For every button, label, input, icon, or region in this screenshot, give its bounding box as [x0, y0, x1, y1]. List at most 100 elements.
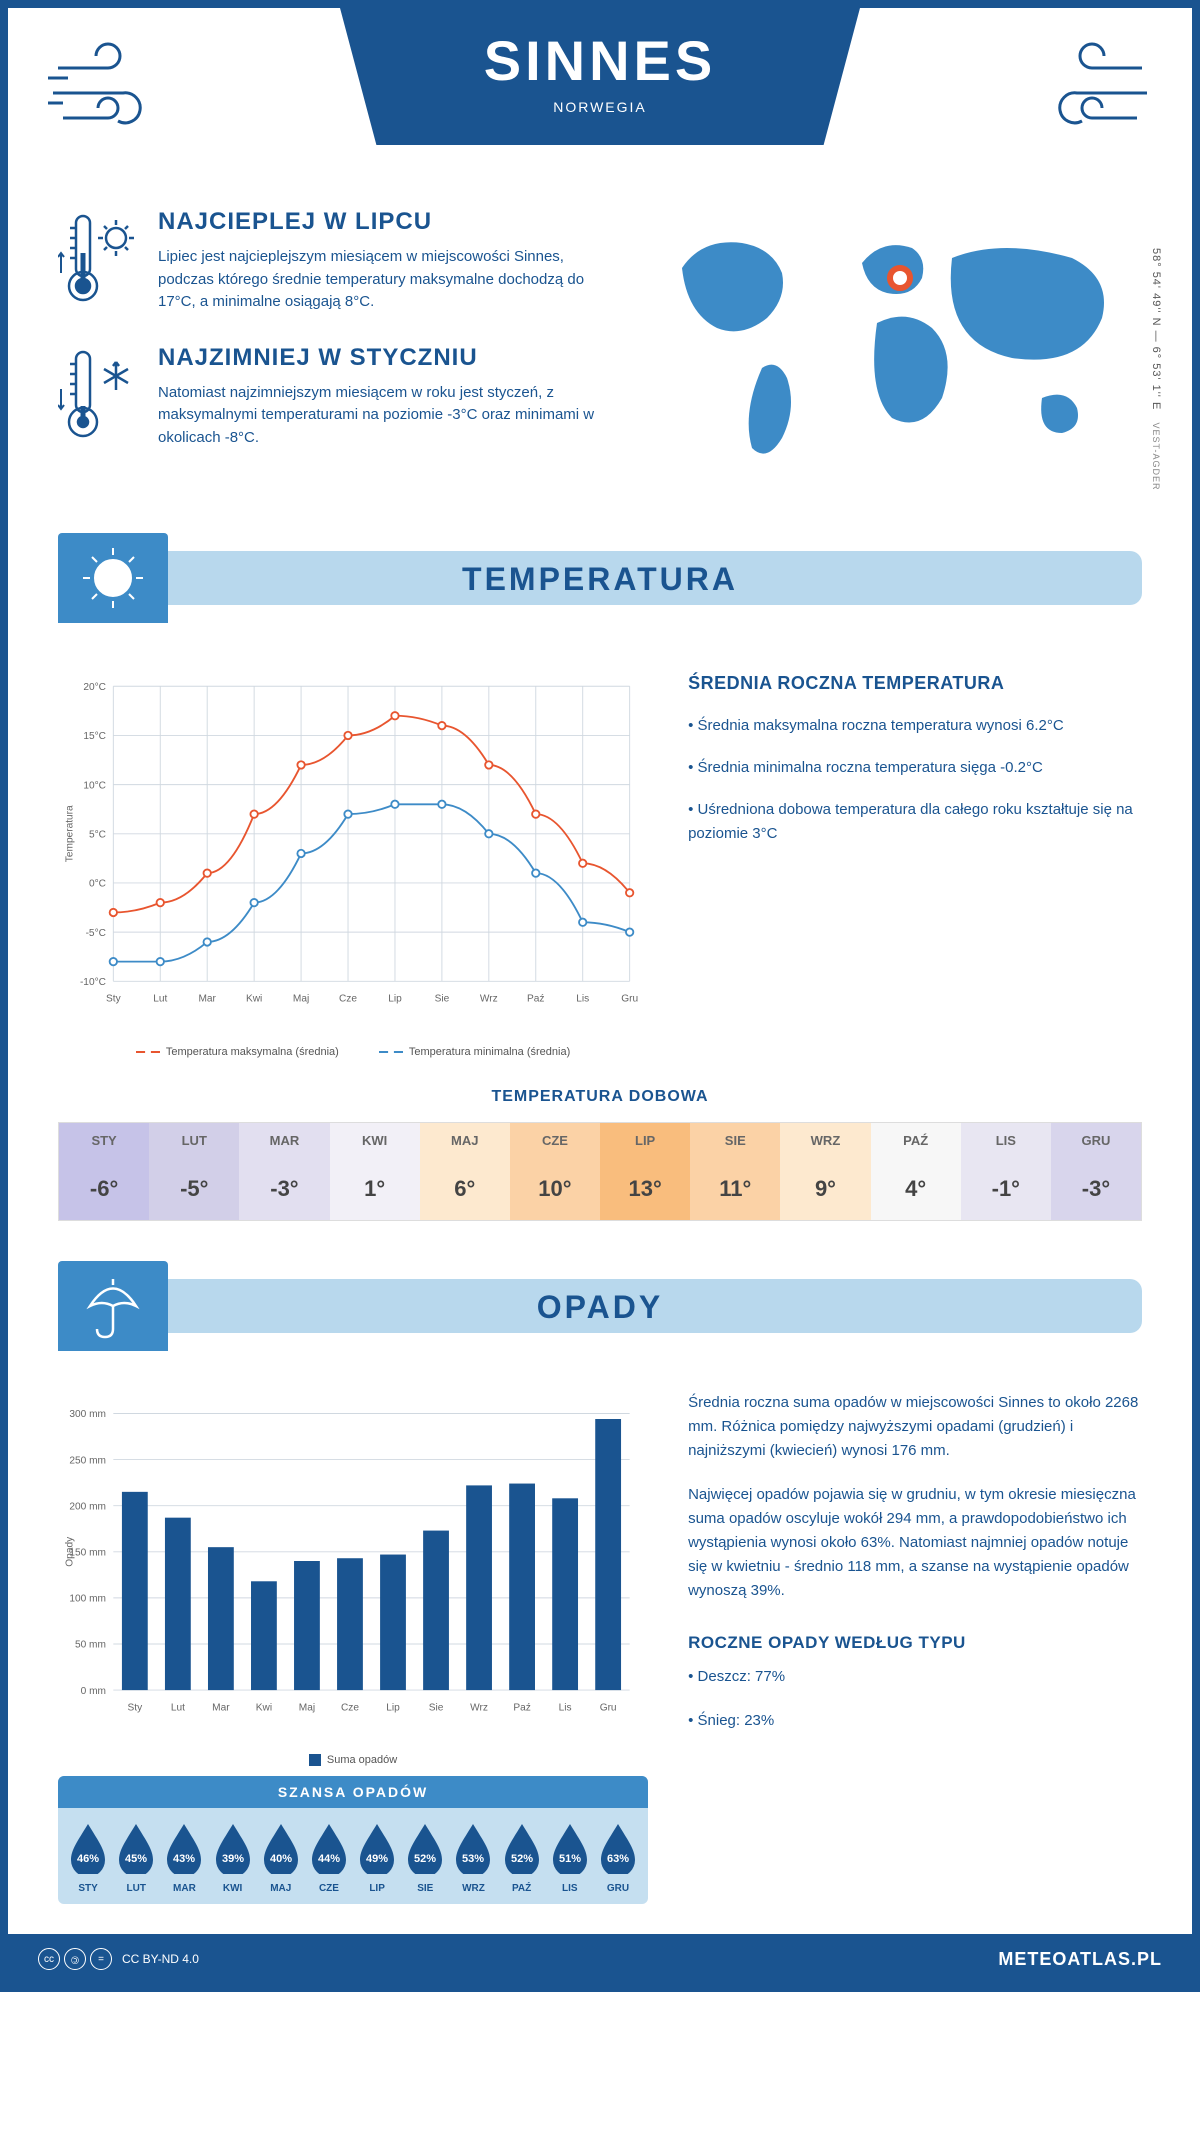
svg-text:100 mm: 100 mm [69, 1594, 106, 1605]
map-block: 58° 54' 49'' N — 6° 53' 1'' E VEST-AGDER [642, 208, 1142, 493]
svg-text:52%: 52% [511, 1853, 533, 1865]
world-map-icon [642, 208, 1142, 488]
nd-icon: = [90, 1948, 112, 1970]
svg-text:Wrz: Wrz [470, 1702, 488, 1713]
svg-text:44%: 44% [318, 1853, 340, 1865]
svg-text:5°C: 5°C [89, 829, 106, 840]
svg-text:Lis: Lis [559, 1702, 572, 1713]
precip-type-title: ROCZNE OPADY WEDŁUG TYPU [688, 1633, 1142, 1653]
daily-col: STY-6° [59, 1123, 149, 1220]
precipitation-bar-chart: 0 mm50 mm100 mm150 mm200 mm250 mm300 mmS… [58, 1381, 648, 1766]
warmest-title: NAJCIEPLEJ W LIPCU [158, 208, 602, 236]
svg-text:0 mm: 0 mm [81, 1686, 106, 1697]
temp-info-bullet: • Uśredniona dobowa temperatura dla całe… [688, 798, 1142, 846]
svg-text:45%: 45% [125, 1853, 147, 1865]
temp-info-bullet: • Średnia maksymalna roczna temperatura … [688, 714, 1142, 738]
svg-text:50 mm: 50 mm [75, 1640, 106, 1651]
svg-text:300 mm: 300 mm [69, 1409, 106, 1420]
svg-text:Cze: Cze [339, 994, 357, 1005]
svg-text:200 mm: 200 mm [69, 1501, 106, 1512]
svg-text:53%: 53% [462, 1853, 484, 1865]
daily-col: LUT-5° [149, 1123, 239, 1220]
wind-icon-right [1022, 38, 1152, 153]
temp-info-bullet: • Średnia minimalna roczna temperatura s… [688, 756, 1142, 780]
temperature-line-chart: -10°C -5°C 0°C 5°C 10°C 15°C 20°C Sty Lut Mar Kwi M… [58, 653, 648, 1058]
daily-col: MAJ6° [420, 1123, 510, 1220]
chance-drop: 39% KWI [212, 1820, 254, 1894]
daily-col: LIP13° [600, 1123, 690, 1220]
temp-info-title: ŚREDNIA ROCZNA TEMPERATURA [688, 673, 1142, 694]
cc-icons: cc 🄯 = [38, 1948, 112, 1970]
precip-type-bullet: • Deszcz: 77% [688, 1665, 1142, 1689]
precip-chart-legend: Suma opadów [58, 1754, 648, 1766]
svg-text:51%: 51% [559, 1853, 581, 1865]
daily-col: LIS-1° [961, 1123, 1051, 1220]
svg-text:Gru: Gru [600, 1702, 617, 1713]
svg-text:Sie: Sie [435, 994, 450, 1005]
svg-text:15°C: 15°C [83, 731, 106, 742]
svg-text:Kwi: Kwi [246, 994, 262, 1005]
svg-text:Paź: Paź [513, 1702, 530, 1713]
chance-drop: 40% MAJ [260, 1820, 302, 1894]
svg-text:Maj: Maj [299, 1702, 315, 1713]
svg-text:Mar: Mar [212, 1702, 230, 1713]
thermometer-snow-icon [58, 344, 138, 450]
coordinates: 58° 54' 49'' N — 6° 53' 1'' E VEST-AGDER [1150, 248, 1162, 491]
svg-text:10°C: 10°C [83, 780, 106, 791]
chance-drop: 63% GRU [597, 1820, 639, 1894]
by-icon: 🄯 [64, 1948, 86, 1970]
chance-title: SZANSA OPADÓW [58, 1776, 648, 1808]
wind-icon-left [48, 38, 178, 153]
svg-text:20°C: 20°C [83, 682, 106, 693]
svg-text:Opady: Opady [65, 1536, 76, 1567]
daily-col: CZE10° [510, 1123, 600, 1220]
chance-drop: 49% LIP [356, 1820, 398, 1894]
cc-icon: cc [38, 1948, 60, 1970]
svg-text:Paź: Paź [527, 994, 544, 1005]
temperature-title: TEMPERATURA [58, 561, 1142, 598]
infographic-frame: SINNES NORWEGIA NAJCIEPLEJ W LIPCU [0, 0, 1200, 1992]
chance-drop: 45% LUT [115, 1820, 157, 1894]
svg-text:Kwi: Kwi [256, 1702, 272, 1713]
svg-text:Mar: Mar [198, 994, 216, 1005]
header: SINNES NORWEGIA [8, 8, 1192, 188]
chance-drop: 52% SIE [404, 1820, 446, 1894]
svg-text:Gru: Gru [621, 994, 638, 1005]
intro-section: NAJCIEPLEJ W LIPCU Lipiec jest najcieple… [8, 188, 1192, 523]
precipitation-content: 0 mm50 mm100 mm150 mm200 mm250 mm300 mmS… [8, 1371, 1192, 1934]
svg-text:250 mm: 250 mm [69, 1455, 106, 1466]
daily-temp-title: TEMPERATURA DOBOWA [58, 1088, 1142, 1106]
daily-col: WRZ9° [780, 1123, 870, 1220]
chance-drop: 51% LIS [549, 1820, 591, 1894]
svg-text:43%: 43% [173, 1853, 195, 1865]
svg-text:49%: 49% [366, 1853, 388, 1865]
country-name: NORWEGIA [340, 99, 860, 115]
daily-temperature-table: TEMPERATURA DOBOWA STY-6° LUT-5° MAR-3° … [8, 1088, 1192, 1251]
svg-text:Maj: Maj [293, 994, 309, 1005]
svg-text:46%: 46% [77, 1853, 99, 1865]
svg-text:52%: 52% [414, 1853, 436, 1865]
license-block: cc 🄯 = CC BY-ND 4.0 [38, 1948, 199, 1970]
precipitation-chance-box: SZANSA OPADÓW 46% STY 45% LUT 43% MAR 39… [58, 1776, 648, 1904]
svg-text:Lis: Lis [576, 994, 589, 1005]
temperature-content: -10°C -5°C 0°C 5°C 10°C 15°C 20°C Sty Lut Mar Kwi M… [8, 643, 1192, 1088]
svg-text:Cze: Cze [341, 1702, 359, 1713]
svg-text:Lut: Lut [153, 994, 167, 1005]
daily-col: KWI1° [330, 1123, 420, 1220]
svg-text:Temperatura: Temperatura [65, 805, 76, 862]
precipitation-title: OPADY [58, 1289, 1142, 1326]
svg-text:39%: 39% [222, 1853, 244, 1865]
svg-text:0°C: 0°C [89, 879, 106, 890]
svg-text:40%: 40% [270, 1853, 292, 1865]
temperature-info: ŚREDNIA ROCZNA TEMPERATURA • Średnia mak… [688, 653, 1142, 1058]
svg-text:-10°C: -10°C [80, 977, 106, 988]
daily-col: PAŹ4° [871, 1123, 961, 1220]
svg-text:-5°C: -5°C [86, 928, 106, 939]
footer: cc 🄯 = CC BY-ND 4.0 METEOATLAS.PL [8, 1934, 1192, 1984]
svg-text:Sty: Sty [106, 994, 122, 1005]
precipitation-section-header: OPADY [58, 1261, 1142, 1351]
daily-col: MAR-3° [239, 1123, 329, 1220]
chance-drop: 52% PAŹ [501, 1820, 543, 1894]
svg-text:Sie: Sie [429, 1702, 444, 1713]
city-name: SINNES [340, 28, 860, 93]
